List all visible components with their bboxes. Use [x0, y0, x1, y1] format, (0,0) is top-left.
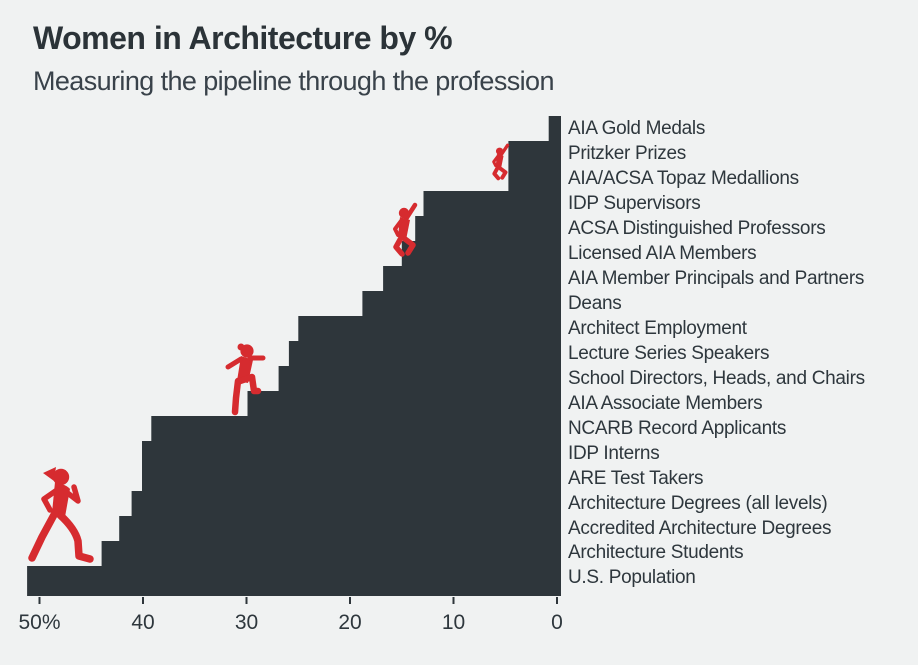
staircase-shape — [27, 116, 562, 596]
step-label: Licensed AIA Members — [568, 242, 757, 264]
step-label: ARE Test Takers — [568, 467, 704, 489]
step-label: Architect Employment — [568, 317, 747, 339]
step-label: U.S. Population — [568, 567, 696, 589]
step-label: AIA Member Principals and Partners — [568, 267, 865, 289]
climbing-woman-icon — [393, 202, 418, 257]
climbing-figures — [28, 143, 510, 563]
running-woman-icon — [28, 467, 94, 563]
hanging-woman-icon — [492, 143, 510, 181]
step-label: IDP Interns — [568, 442, 660, 464]
step-label: Pritzker Prizes — [568, 142, 686, 164]
step-label: Architecture Students — [568, 542, 744, 564]
chart-title: Women in Architecture by % — [33, 20, 453, 56]
step-label: NCARB Record Applicants — [568, 417, 787, 439]
step-label: ACSA Distinguished Professors — [568, 217, 826, 239]
axis-tick-label: 30 — [235, 611, 258, 634]
axis-tick-label: 50% — [18, 611, 60, 634]
step-label: Lecture Series Speakers — [568, 342, 770, 364]
category-labels: AIA Gold Medals Pritzker Prizes AIA/ACSA T… — [568, 117, 916, 591]
step-label: School Directors, Heads, and Chairs — [568, 367, 865, 389]
step-label: Architecture Degrees (all levels) — [568, 492, 828, 514]
step-label: AIA Gold Medals — [568, 118, 706, 139]
axis-tick-label: 10 — [442, 611, 465, 634]
x-axis: 50% 40 30 20 10 0 — [18, 597, 563, 634]
axis-tick-label: 20 — [338, 611, 361, 634]
stepping-woman-icon — [225, 343, 266, 416]
step-label: AIA/ACSA Topaz Medallions — [568, 167, 799, 189]
chart-subtitle: Measuring the pipeline through the profe… — [33, 66, 554, 96]
step-label: Accredited Architecture Degrees — [568, 517, 832, 539]
axis-tick-label: 0 — [551, 611, 563, 634]
axis-tick-label: 40 — [131, 611, 154, 634]
step-label: Deans — [568, 292, 622, 314]
step-label: AIA Associate Members — [568, 392, 763, 414]
step-label: IDP Supervisors — [568, 192, 701, 214]
